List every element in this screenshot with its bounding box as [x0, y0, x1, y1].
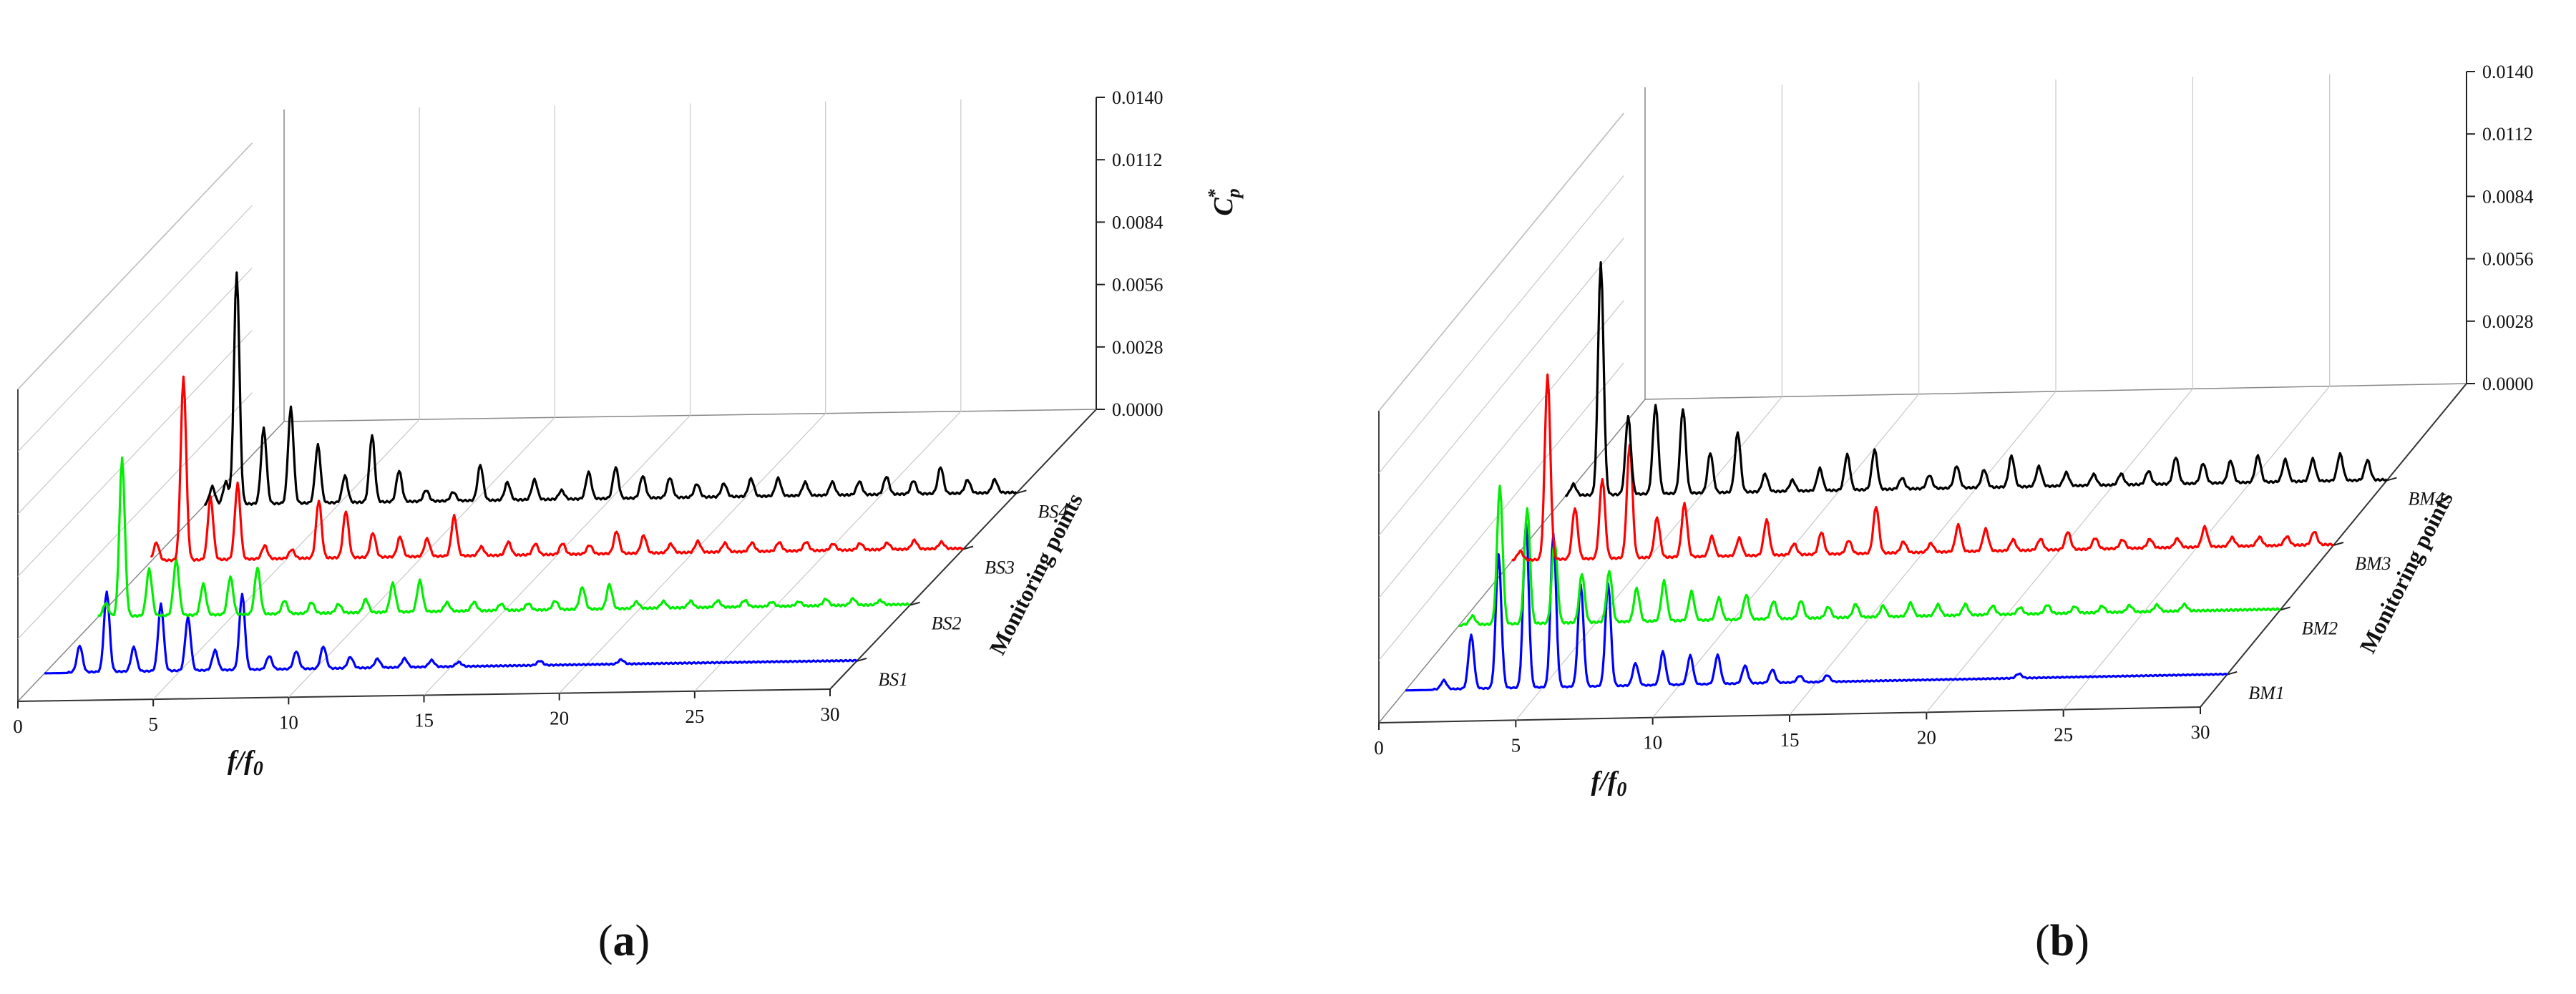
x-tick-label: 25 [685, 706, 704, 727]
x-tick-label: 20 [1917, 726, 1936, 748]
series-label: BM1 [2248, 683, 2285, 703]
z-tick-label: 0.0056 [2482, 249, 2534, 270]
series-label: BS2 [932, 613, 962, 634]
left-wall-grid-line [1378, 175, 1624, 474]
left-wall-grid-line [17, 392, 253, 640]
series-line-BS1 [44, 590, 858, 675]
series-line-BM3 [1511, 373, 2334, 562]
z-tick-label: 0.0084 [2482, 186, 2534, 207]
depth-tick [962, 545, 974, 550]
series-line-BM1 [1405, 522, 2228, 692]
left-wall-grid-line [17, 142, 253, 390]
floor-left-edge [17, 421, 285, 702]
depth-tick [1016, 489, 1027, 494]
x-tick-label: 30 [821, 703, 840, 725]
left-wall-grid-line [1378, 238, 1624, 536]
series-line-BS3 [150, 375, 964, 562]
floor-grid-line [1652, 394, 1920, 718]
left-wall-grid-line [1378, 112, 1624, 411]
x-tick-label: 10 [1643, 732, 1662, 754]
z-tick-label: 0.0084 [1112, 212, 1163, 233]
series-line-BM2 [1458, 484, 2281, 628]
z-tick-label: 0.0000 [1112, 399, 1163, 420]
series-label: BS4 [1038, 501, 1068, 522]
z-tick-label: 0.0140 [2482, 62, 2534, 82]
x-tick-label: 10 [279, 711, 298, 733]
x-tick-label: 25 [2054, 724, 2073, 746]
depth-tick [2386, 477, 2397, 482]
series-label: BM4 [2408, 489, 2444, 510]
x-tick-label: 0 [1374, 737, 1384, 759]
x-tick-label: 15 [1780, 729, 1800, 751]
floor-grid-line [424, 415, 691, 696]
left-wall-grid-line [1378, 300, 1624, 598]
x-tick-label: 0 [13, 716, 23, 737]
z-tick-label: 0.0000 [2482, 374, 2534, 394]
panel-label: (a) [598, 917, 650, 965]
floor-grid-line [288, 416, 555, 698]
z-tick-label: 0.0028 [2482, 311, 2534, 332]
left-wall-grid-line [17, 205, 253, 452]
series-line-BS4 [203, 271, 1018, 506]
depth-tick [2226, 671, 2238, 676]
z-tick-label: 0.0028 [1112, 337, 1163, 358]
z-tick-label: 0.0112 [2482, 124, 2533, 145]
depth-tick [2280, 606, 2290, 611]
floor-grid-line [694, 411, 962, 692]
depth-tick [909, 601, 920, 606]
floor-grid-line [559, 413, 826, 694]
panel-label: (b) [2035, 917, 2089, 965]
series-label: BS3 [985, 557, 1015, 578]
x-tick-label: 20 [550, 708, 569, 729]
depth-tick [856, 657, 867, 662]
series-label: BM2 [2302, 618, 2338, 638]
series-label: BM3 [2355, 553, 2391, 574]
x-tick-label: 15 [414, 710, 434, 731]
z-tick-label: 0.0112 [1112, 150, 1163, 170]
floor-left-edge [1378, 399, 1646, 723]
x-tick-label: 30 [2191, 721, 2210, 743]
left-wall-grid-line [17, 267, 253, 515]
x-tick-label: 5 [1511, 734, 1521, 756]
z-tick-label: 0.0056 [1112, 275, 1163, 296]
x-tick-label: 5 [148, 713, 158, 735]
left-wall-grid-line [17, 330, 253, 578]
z-tick-label: 0.0140 [1112, 87, 1163, 108]
series-label: BS1 [878, 669, 908, 690]
series-line-BM4 [1564, 261, 2388, 497]
series-line-BS2 [97, 456, 911, 618]
depth-tick [2333, 542, 2344, 546]
z-axis-title: Cp* [1204, 188, 1244, 215]
